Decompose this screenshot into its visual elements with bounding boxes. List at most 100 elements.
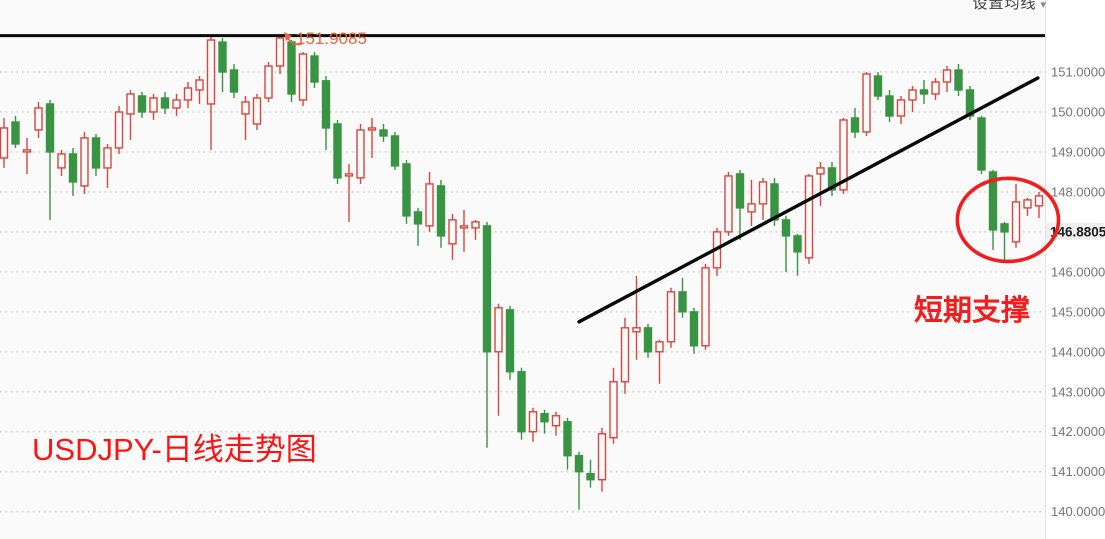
candle-body: [885, 95, 894, 117]
candle-body: [459, 225, 469, 229]
current-price-value: 146.8805: [1050, 225, 1105, 240]
candle-body: [436, 185, 446, 237]
candle-body: [172, 99, 181, 109]
candle-body: [781, 219, 791, 237]
candle-body: [45, 103, 55, 153]
candle-body: [367, 127, 377, 131]
candle-body: [57, 153, 66, 169]
candle-body: [597, 433, 607, 481]
candle-body: [310, 55, 319, 83]
candle-body: [551, 415, 561, 427]
candle-body: [425, 183, 434, 227]
candle-body: [241, 101, 250, 115]
candle-body: [494, 307, 503, 353]
axis-tick-label: 143.0000: [1051, 384, 1105, 399]
candle-body: [655, 341, 664, 353]
candle-body: [931, 81, 940, 95]
trend-line[interactable]: [577, 76, 1040, 324]
candle-body: [1000, 223, 1009, 233]
candle-body: [689, 311, 699, 347]
candle-body: [873, 75, 883, 97]
candle-body: [666, 291, 676, 343]
candle-body: [413, 211, 423, 225]
candle-body: [321, 80, 331, 129]
candle-body: [0, 127, 9, 159]
candle-body: [609, 381, 618, 439]
candle-body: [91, 137, 101, 169]
candle-body: [574, 455, 584, 473]
candle-body: [103, 147, 112, 169]
candle-body: [275, 37, 285, 67]
candle-body: [804, 175, 814, 259]
candle-body: [701, 267, 710, 347]
candle-body: [827, 167, 837, 191]
candle-body: [919, 89, 929, 95]
candle-body: [379, 129, 388, 137]
axis-tick-label: 150.0000: [1051, 104, 1105, 119]
candle-body: [1034, 195, 1044, 207]
candle-body: [11, 121, 20, 145]
candle-body: [482, 225, 492, 353]
candle-body: [114, 111, 124, 149]
candle-body: [517, 371, 526, 433]
axis-tick-label: 144.0000: [1051, 344, 1105, 359]
candle-body: [942, 69, 952, 83]
candle-body: [448, 219, 457, 245]
candle-body: [218, 41, 227, 73]
axis-tick-label: 149.0000: [1051, 144, 1105, 159]
support-annotation-label: 短期支撑: [914, 295, 1031, 327]
candle-body: [126, 93, 135, 115]
candle-body: [356, 129, 365, 179]
candle-body: [287, 41, 296, 95]
candle-body: [183, 87, 193, 101]
candle-body: [540, 413, 549, 423]
candle-body: [839, 119, 848, 191]
candle-body: [758, 181, 768, 205]
axis-tick-label: 140.0000: [1051, 504, 1105, 519]
candle-body: [896, 99, 906, 117]
candle-body: [34, 107, 43, 131]
candle-body: [586, 472, 595, 481]
candle-body: [862, 73, 871, 133]
peak-price-annotation: 151.9085: [296, 29, 367, 48]
peak-arrow: [287, 37, 303, 46]
current-price-tag: [1046, 222, 1104, 240]
axis-tick-label: 148.0000: [1051, 184, 1105, 199]
candle-body: [206, 39, 216, 105]
candle-body: [137, 95, 147, 113]
candle-body: [505, 309, 515, 373]
candle-body: [149, 97, 158, 113]
candle-body: [195, 79, 204, 91]
candle-body: [793, 235, 802, 253]
candle-body: [620, 327, 630, 383]
candle-body: [977, 117, 986, 171]
candle-body: [747, 203, 756, 213]
candle-body: [735, 173, 745, 209]
ma-settings-dropdown[interactable]: 设置均线 ▾: [972, 0, 1047, 13]
candle-body: [528, 411, 538, 433]
axis-tick-label: 142.0000: [1051, 424, 1105, 439]
candle-body: [988, 171, 998, 231]
candle-body: [344, 173, 354, 177]
chart-title: USDJPY-日线走势图: [32, 432, 317, 467]
candle-body: [390, 135, 400, 167]
peak-arrowhead-icon: [284, 32, 292, 41]
axis-tick-label: 146.0000: [1051, 264, 1105, 279]
candle-body: [80, 137, 89, 187]
candle-body: [643, 327, 653, 353]
candle-body: [471, 221, 480, 229]
candle-body: [68, 153, 78, 183]
ma-settings-label: 设置均线: [972, 0, 1037, 12]
candle-body: [1023, 199, 1032, 209]
axis-tick-label: 141.0000: [1051, 464, 1105, 479]
candle-body: [678, 291, 687, 313]
candle-body: [402, 163, 411, 217]
candle-body: [264, 65, 273, 99]
candle-body: [333, 123, 342, 179]
axis-tick-label: 151.0000: [1051, 65, 1105, 80]
axis-tick-label: 145.0000: [1051, 304, 1105, 319]
candle-body: [770, 183, 779, 221]
chevron-down-icon: ▾: [1040, 0, 1047, 11]
